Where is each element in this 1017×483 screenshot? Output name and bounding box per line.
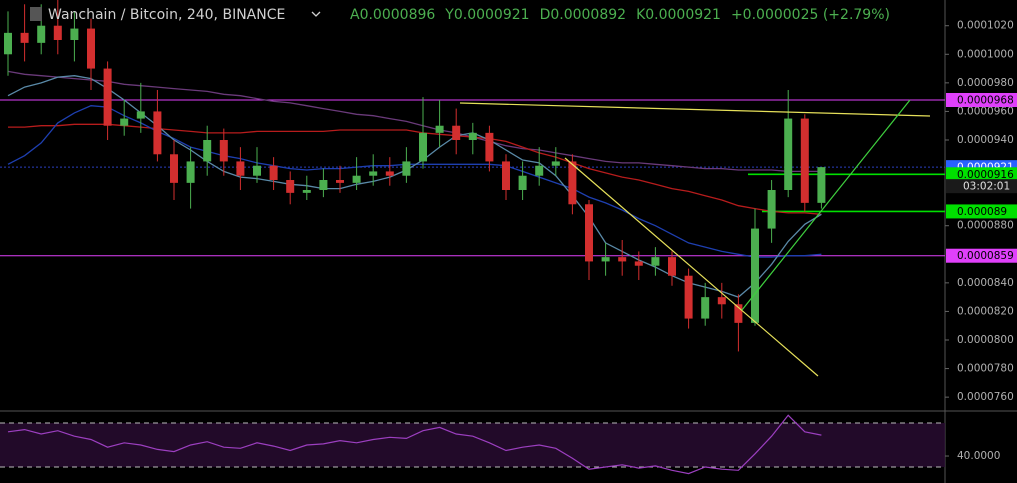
candle-body [20,32,29,43]
candle-body [751,228,759,323]
ohlc-header: A0.0000896 Y0.0000921 D0.0000892 K0.0000921… [350,7,890,23]
candle-body [717,297,726,305]
ohlc-value: Y0.0000921 [444,7,529,23]
candle-body [684,275,693,319]
dropdown-arrow[interactable] [311,11,321,17]
y-tick-label: 0.0001020 [957,20,1014,32]
candle-body [153,111,162,155]
candle-body [502,161,510,190]
candle-body [120,118,129,126]
ohlc-value: A0.0000896 [350,7,435,23]
candle-body [70,28,79,40]
price-tag [946,248,1017,263]
candle-body [734,304,743,323]
moving-average [8,123,822,215]
price-tag [946,93,1017,107]
candle-body [701,297,710,319]
y-tick-label: 0.0000840 [957,277,1014,289]
price-tag-label: 0.0000859 [957,250,1014,262]
y-tick-label: 0.0000760 [957,391,1014,403]
candle-body [800,118,809,203]
candle-body [269,165,278,180]
countdown-tag [946,179,1017,194]
candle-body [485,132,494,162]
price-tag [946,204,1017,219]
candle-body [369,171,378,176]
candle-body [352,175,361,183]
y-tick-label: 0.0000940 [957,134,1014,146]
candle-body [419,132,427,162]
candle-body [618,257,627,262]
candle-body [219,140,228,162]
symbol-title: Wanchain / Bitcoin, 240, BINANCE [48,7,285,23]
candle-body [601,257,610,262]
y-tick-label: 0.0001000 [957,48,1014,60]
ohlc-value: K0.0000921 [636,7,721,23]
candle-body [568,161,577,205]
rsi-line [7,414,822,475]
candle-body [319,180,328,190]
candle-body [585,204,593,262]
trend-line [564,157,819,377]
candle-body [651,257,660,266]
candle-body [87,28,95,69]
candle-body [37,25,46,43]
ohlc-value: +0.0000025 (+2.79%) [731,7,890,23]
y-tick-label: 0.0000820 [957,305,1014,317]
candle-body [535,165,544,176]
candle-body [668,257,676,276]
y-tick-label: 0.0000980 [957,77,1014,89]
candle-body [784,118,793,190]
ohlc-value: D0.0000892 [540,7,627,23]
y-tick-label: 0.0000960 [957,105,1014,117]
candle-body [551,161,560,166]
candle-body [634,261,643,266]
trend-line [459,102,931,117]
y-tick-label: 0.0000880 [957,220,1014,232]
candle-body [4,32,12,55]
y-tick-label: 0.0000780 [957,363,1014,375]
price-tag [946,167,1017,182]
candle-body [136,111,145,119]
candle-body [817,167,826,203]
candle-body [253,165,261,176]
candle-body [385,171,394,176]
candle-body [186,161,195,183]
countdown: 03:02:01 [963,181,1010,193]
moving-average [7,70,822,173]
candle-body [302,190,311,193]
candle-body [236,161,245,176]
candle-body [468,132,477,140]
price-tags: 0.00009680.00009210.00009160.0000890.000… [946,93,1017,263]
candle-body [336,180,344,183]
rsi-tick-label: 40.0000 [957,450,1000,462]
candle-body [53,25,62,40]
symbol-icon [30,7,42,21]
rsi-band-fill [0,423,945,468]
candle-body [103,68,112,126]
candle-body [452,125,461,140]
price-tag-label: 0.000089 [957,206,1007,218]
candle-body [203,140,212,162]
price-tag-label: 0.0000968 [957,95,1014,107]
candle-body [286,180,295,193]
main-pane: 0.00010200.00010000.00009800.00009600.00… [0,0,1014,403]
candle-body [402,161,411,176]
candle-body [435,125,444,133]
y-tick-label: 0.0000800 [957,334,1014,346]
price-tag-label: 0.0000916 [957,169,1014,181]
candle-body [518,175,527,190]
candle-body [170,154,178,183]
candle-body [767,190,776,229]
trend-line [741,99,911,311]
